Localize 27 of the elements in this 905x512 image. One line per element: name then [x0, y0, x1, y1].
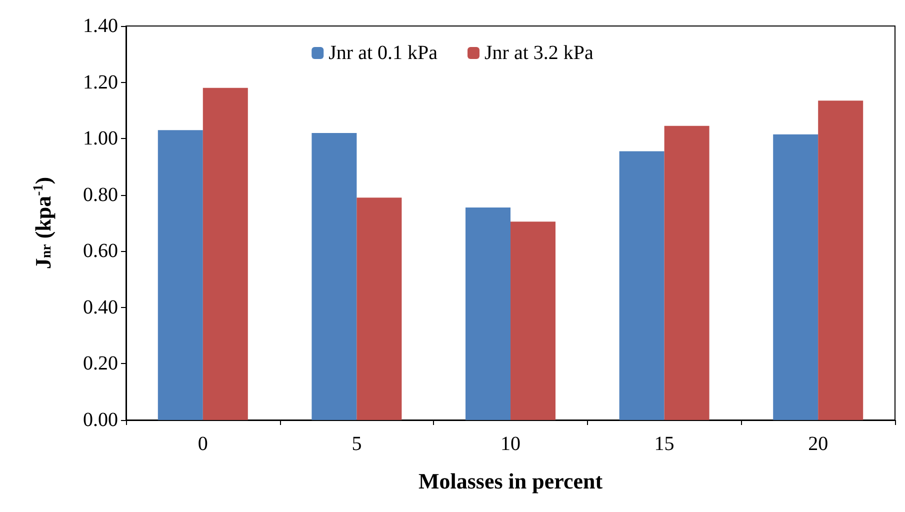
bar — [312, 132, 357, 420]
bar — [510, 222, 556, 420]
y-tick-label: 0.20 — [83, 352, 118, 375]
y-tick-label: 1.40 — [83, 15, 118, 37]
x-axis-title: Molasses in percent — [418, 468, 604, 494]
y-axis-title: Jnr (kpa-1) — [30, 176, 56, 270]
y-tick-label: 1.00 — [83, 128, 118, 150]
y-tick-label: 0.00 — [83, 409, 118, 431]
y-tick-label: 1.20 — [83, 71, 118, 94]
x-tick-label: 5 — [352, 433, 362, 455]
bar — [158, 130, 203, 420]
bar — [619, 151, 664, 420]
bar — [356, 198, 402, 420]
x-tick-label: 10 — [500, 433, 520, 455]
y-tick-label: 0.40 — [83, 296, 118, 318]
legend-label: Jnr at 3.2 kPa — [484, 42, 594, 64]
bar — [818, 100, 864, 420]
x-tick-label: 0 — [198, 433, 208, 455]
bar — [466, 208, 510, 420]
legend-label: Jnr at 0.1 kPa — [328, 42, 438, 64]
bar — [664, 126, 710, 420]
bar — [202, 88, 248, 420]
bar — [773, 134, 818, 420]
y-tick-label: 0.60 — [83, 240, 118, 262]
y-tick-label: 0.80 — [83, 184, 118, 206]
x-tick-label: 15 — [654, 433, 674, 455]
x-tick-label: 20 — [808, 433, 828, 455]
